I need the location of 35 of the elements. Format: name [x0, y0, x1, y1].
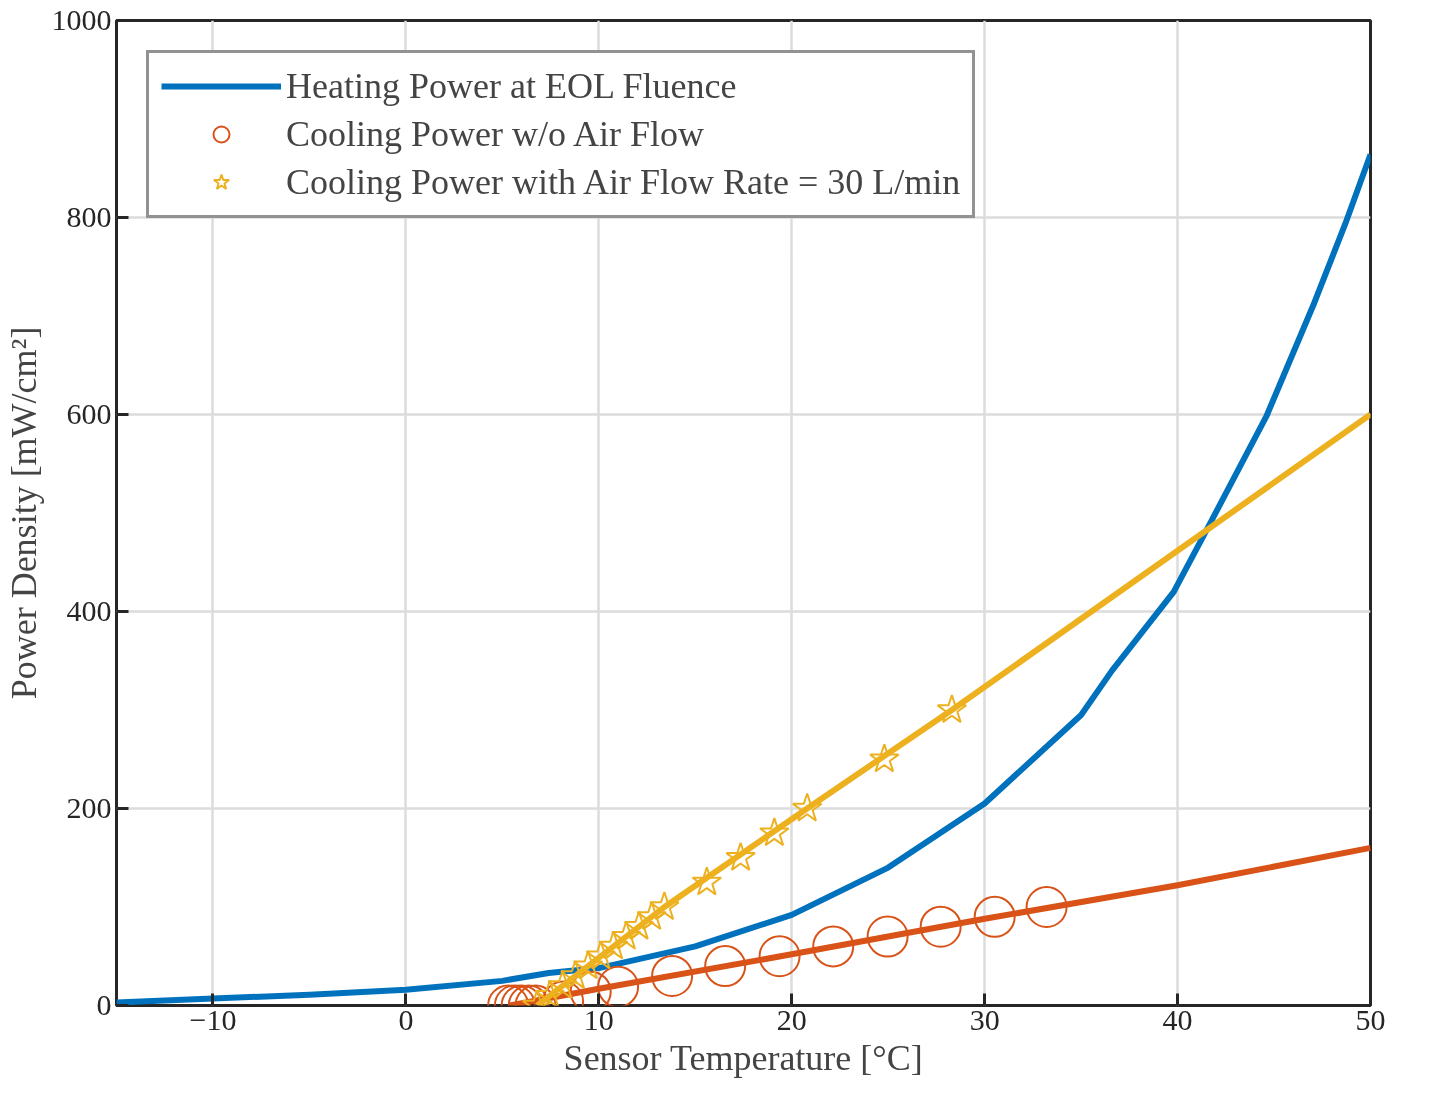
point [704, 945, 747, 988]
point [973, 895, 1016, 938]
y-tick-label: 1000 [51, 3, 112, 36]
point [869, 743, 900, 773]
x-tick-label: 20 [776, 1002, 807, 1036]
legend-label: Cooling Power w/o Air Flow [286, 113, 705, 155]
point [725, 841, 756, 871]
point [791, 792, 823, 822]
point [691, 866, 723, 896]
legend-label: Heating Power at EOL Fluence [286, 65, 737, 107]
point [812, 925, 855, 968]
x-tick-label: −10 [189, 1002, 237, 1036]
legend-label: Cooling Power with Air Flow Rate = 30 L/min [286, 161, 961, 203]
x-tick-label: 10 [583, 1002, 614, 1036]
point [758, 935, 801, 978]
x-tick-label: 50 [1355, 1002, 1386, 1036]
point [585, 940, 616, 970]
point [866, 915, 909, 958]
point [919, 905, 962, 948]
point [597, 965, 640, 1006]
point [1025, 886, 1068, 928]
y-tick-label: 400 [66, 594, 112, 627]
y-tick-label: 600 [66, 397, 112, 430]
point [572, 950, 604, 980]
y-axis-title: Power Density [mW/cm²] [3, 326, 44, 700]
point [759, 817, 790, 847]
x-tick-label: 0 [398, 1002, 414, 1036]
point [651, 954, 694, 997]
x-axis-title: Sensor Temperature [°C] [563, 1037, 923, 1078]
y-tick-label: 800 [66, 200, 112, 233]
x-tick-label: 40 [1162, 1002, 1193, 1036]
point [936, 694, 968, 724]
point [649, 891, 680, 921]
y-tick-label: 200 [66, 791, 112, 824]
x-tick-label: 30 [969, 1002, 1000, 1036]
